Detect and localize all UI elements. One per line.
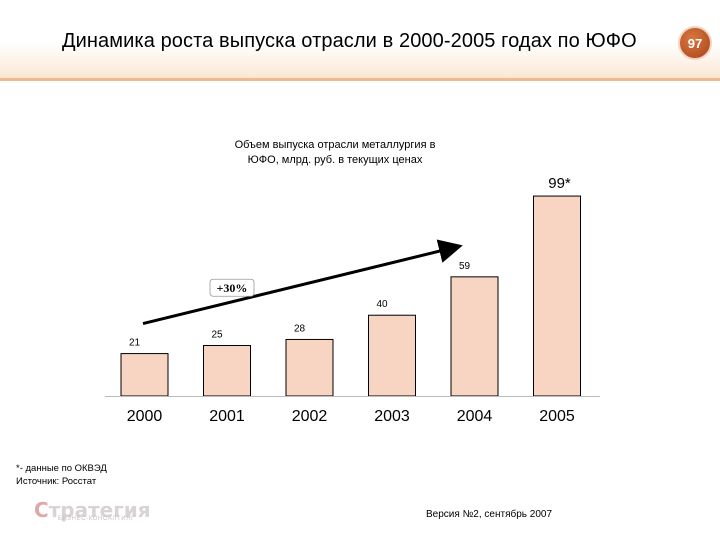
footnote-note: *- данные по ОКВЭД — [16, 463, 107, 474]
company-logo: Стратегия БИЗНЕС-КОНСАЛТИНГ — [18, 498, 163, 528]
bar-2005 — [533, 195, 581, 397]
version-label: Версия №2, сентябрь 2007 — [426, 509, 553, 520]
bar-2003 — [368, 314, 416, 397]
chart-caption-line-1: Объем выпуска отрасли металлургия в — [234, 139, 436, 151]
x-tick-label: 2001 — [209, 408, 245, 425]
x-tick-label: 2000 — [127, 408, 163, 425]
x-tick-label: 2003 — [374, 408, 410, 425]
growth-annotation: +30% — [217, 281, 248, 295]
logo-tagline: БИЗНЕС-КОНСАЛТИНГ — [58, 516, 135, 522]
footnote-source: Источник: Росстат — [16, 476, 97, 487]
growth-annotation-box — [209, 278, 255, 297]
x-tick-label: 2005 — [539, 408, 575, 425]
header-band — [0, 0, 720, 78]
x-tick-label: 2004 — [457, 408, 493, 425]
page-title: Динамика роста выпуска отрасли в 2000-20… — [62, 30, 637, 52]
chart-caption: Объем выпуска отрасли металлургия в ЮФО,… — [210, 138, 460, 168]
bar-value-label: 28 — [294, 323, 306, 334]
bar-2000 — [120, 353, 169, 397]
bar-2001 — [203, 345, 251, 397]
logo-wordmark: Стратегия — [34, 498, 151, 522]
chart-caption-line-2: ЮФО, млрд. руб. в текущих ценах — [247, 154, 423, 166]
bar-2002 — [285, 338, 334, 397]
page-number-badge: 97 — [678, 26, 712, 60]
bar-2004 — [450, 276, 499, 397]
trend-arrow — [142, 239, 463, 326]
header-divider — [0, 78, 720, 81]
bar-value-label: 21 — [129, 338, 141, 349]
x-tick-label: 2002 — [292, 408, 328, 425]
footnote: *- данные по ОКВЭД Источник: Росстат — [16, 462, 107, 488]
bar-value-label: 40 — [377, 299, 389, 310]
bar-value-label: 25 — [212, 330, 224, 341]
bar-value-label: 99* — [548, 175, 571, 192]
bar-value-label: 59 — [459, 261, 471, 272]
